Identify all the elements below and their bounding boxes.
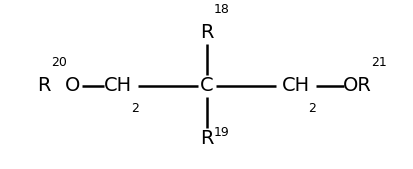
Text: O: O <box>65 76 81 95</box>
Text: 19: 19 <box>214 126 229 139</box>
Text: 2: 2 <box>131 102 138 115</box>
Text: C: C <box>200 76 213 95</box>
Text: 18: 18 <box>214 4 229 17</box>
Text: 21: 21 <box>370 56 386 69</box>
Text: 2: 2 <box>307 102 315 115</box>
Text: CH: CH <box>104 76 132 95</box>
Text: CH: CH <box>281 76 309 95</box>
Text: 20: 20 <box>51 56 67 69</box>
Text: R: R <box>200 23 213 42</box>
Text: R: R <box>37 76 51 95</box>
Text: R: R <box>200 129 213 148</box>
Text: OR: OR <box>342 76 371 95</box>
